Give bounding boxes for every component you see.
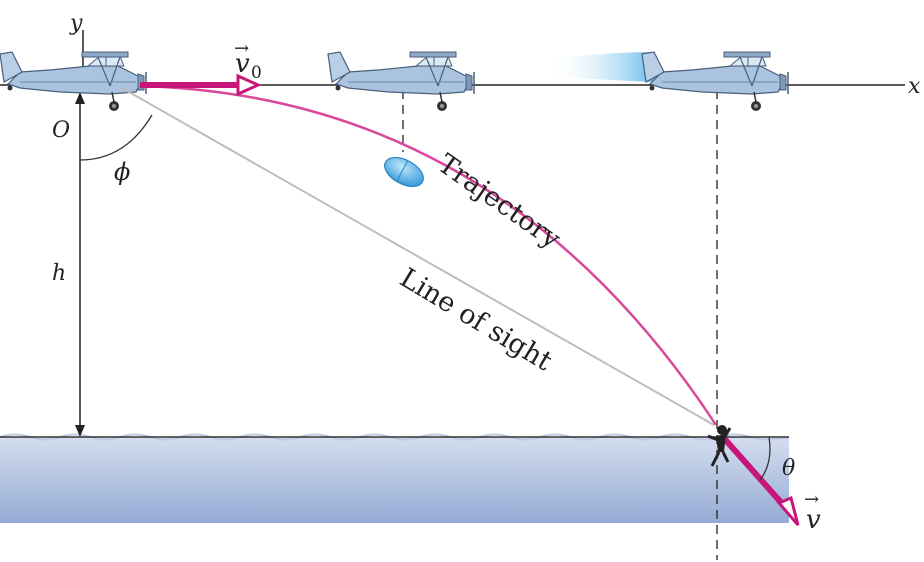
height-arrow-up (75, 92, 85, 104)
airplane-end (641, 51, 789, 112)
phi-angle-arc (79, 114, 153, 161)
theta-angle-arc (759, 436, 771, 481)
phi-label: ϕ (114, 158, 130, 186)
height-label: h (52, 261, 66, 286)
motion-blur (548, 52, 655, 82)
water-surface (0, 437, 789, 523)
v-label: v (806, 505, 821, 535)
v-vector-head (776, 495, 800, 526)
trajectory-curve (139, 84, 718, 426)
y-axis-label: y (69, 11, 83, 36)
v0-label: v (235, 49, 250, 79)
v0-vector-head (236, 73, 262, 97)
v0-subscript: 0 (251, 63, 262, 83)
v-vector-shaft (719, 434, 789, 510)
airplane-start (0, 51, 147, 112)
theta-label: θ (782, 456, 795, 481)
person-icon (707, 425, 732, 467)
v0-arrow-glyph: → (234, 38, 249, 59)
capsule-icon (384, 157, 424, 187)
origin-label: O (52, 118, 70, 143)
height-arrow-down (75, 425, 85, 437)
line-of-sight (121, 87, 715, 426)
v-arrow-glyph: → (804, 489, 819, 510)
x-axis-label: x (908, 74, 921, 99)
line-of-sight-label: Line of sight (394, 262, 557, 377)
trajectory-label: Trajectory (432, 148, 567, 255)
airplane-middle (327, 51, 475, 112)
